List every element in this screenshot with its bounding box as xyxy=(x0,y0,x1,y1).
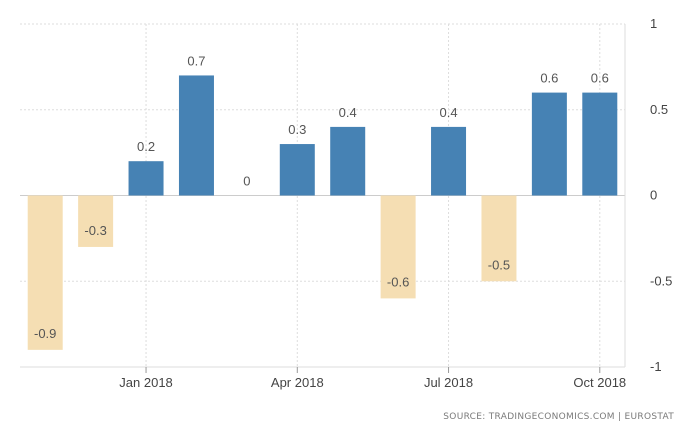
grid xyxy=(20,23,626,368)
y-tick-label: 0 xyxy=(650,188,657,203)
x-tick-label: Jul 2018 xyxy=(424,375,473,390)
bar-value-label: -0.9 xyxy=(34,326,56,341)
x-tick-label: Apr 2018 xyxy=(271,375,324,390)
bar-value-label: 0.6 xyxy=(540,71,558,86)
bar xyxy=(380,195,416,299)
y-axis: 1 0.5 0 -0.5 -1 xyxy=(650,16,672,374)
y-tick-label: 0.5 xyxy=(650,102,668,117)
y-tick-label: -1 xyxy=(650,359,662,374)
bar-value-label: 0.3 xyxy=(288,122,306,137)
bar-value-label: 0 xyxy=(243,174,250,189)
bar xyxy=(531,92,567,196)
bar-value-label: -0.6 xyxy=(387,274,409,289)
bar xyxy=(27,195,63,350)
x-tick-label: Oct 2018 xyxy=(573,375,626,390)
bar-value-label: 0.4 xyxy=(440,105,458,120)
bar-value-label: 0.4 xyxy=(339,105,357,120)
source-note: SOURCE: TRADINGECONOMICS.COM | EUROSTAT xyxy=(443,412,674,422)
bar xyxy=(330,126,366,196)
y-tick-label: -0.5 xyxy=(650,273,672,288)
y-tick-label: 1 xyxy=(650,16,657,31)
x-tick-label: Jan 2018 xyxy=(119,375,173,390)
bar xyxy=(128,161,164,196)
bar xyxy=(582,92,618,196)
bar xyxy=(78,195,114,247)
bar xyxy=(279,144,315,196)
x-axis: Jan 2018 Apr 2018 Jul 2018 Oct 2018 xyxy=(119,367,626,390)
bar-value-label: 0.7 xyxy=(187,53,205,68)
bar-series xyxy=(27,75,618,350)
bar-value-label: 0.6 xyxy=(591,71,609,86)
bar-value-label: 0.2 xyxy=(137,139,155,154)
bar-value-label: -0.5 xyxy=(488,257,510,272)
data-labels: -0.9 -0.3 0.2 0.7 0 0.3 0.4 -0.6 0.4 -0.5 0.6 0.6 xyxy=(34,53,609,340)
bar xyxy=(178,75,214,196)
bar xyxy=(481,195,517,282)
bar-value-label: -0.3 xyxy=(84,223,106,238)
bar xyxy=(431,126,467,196)
